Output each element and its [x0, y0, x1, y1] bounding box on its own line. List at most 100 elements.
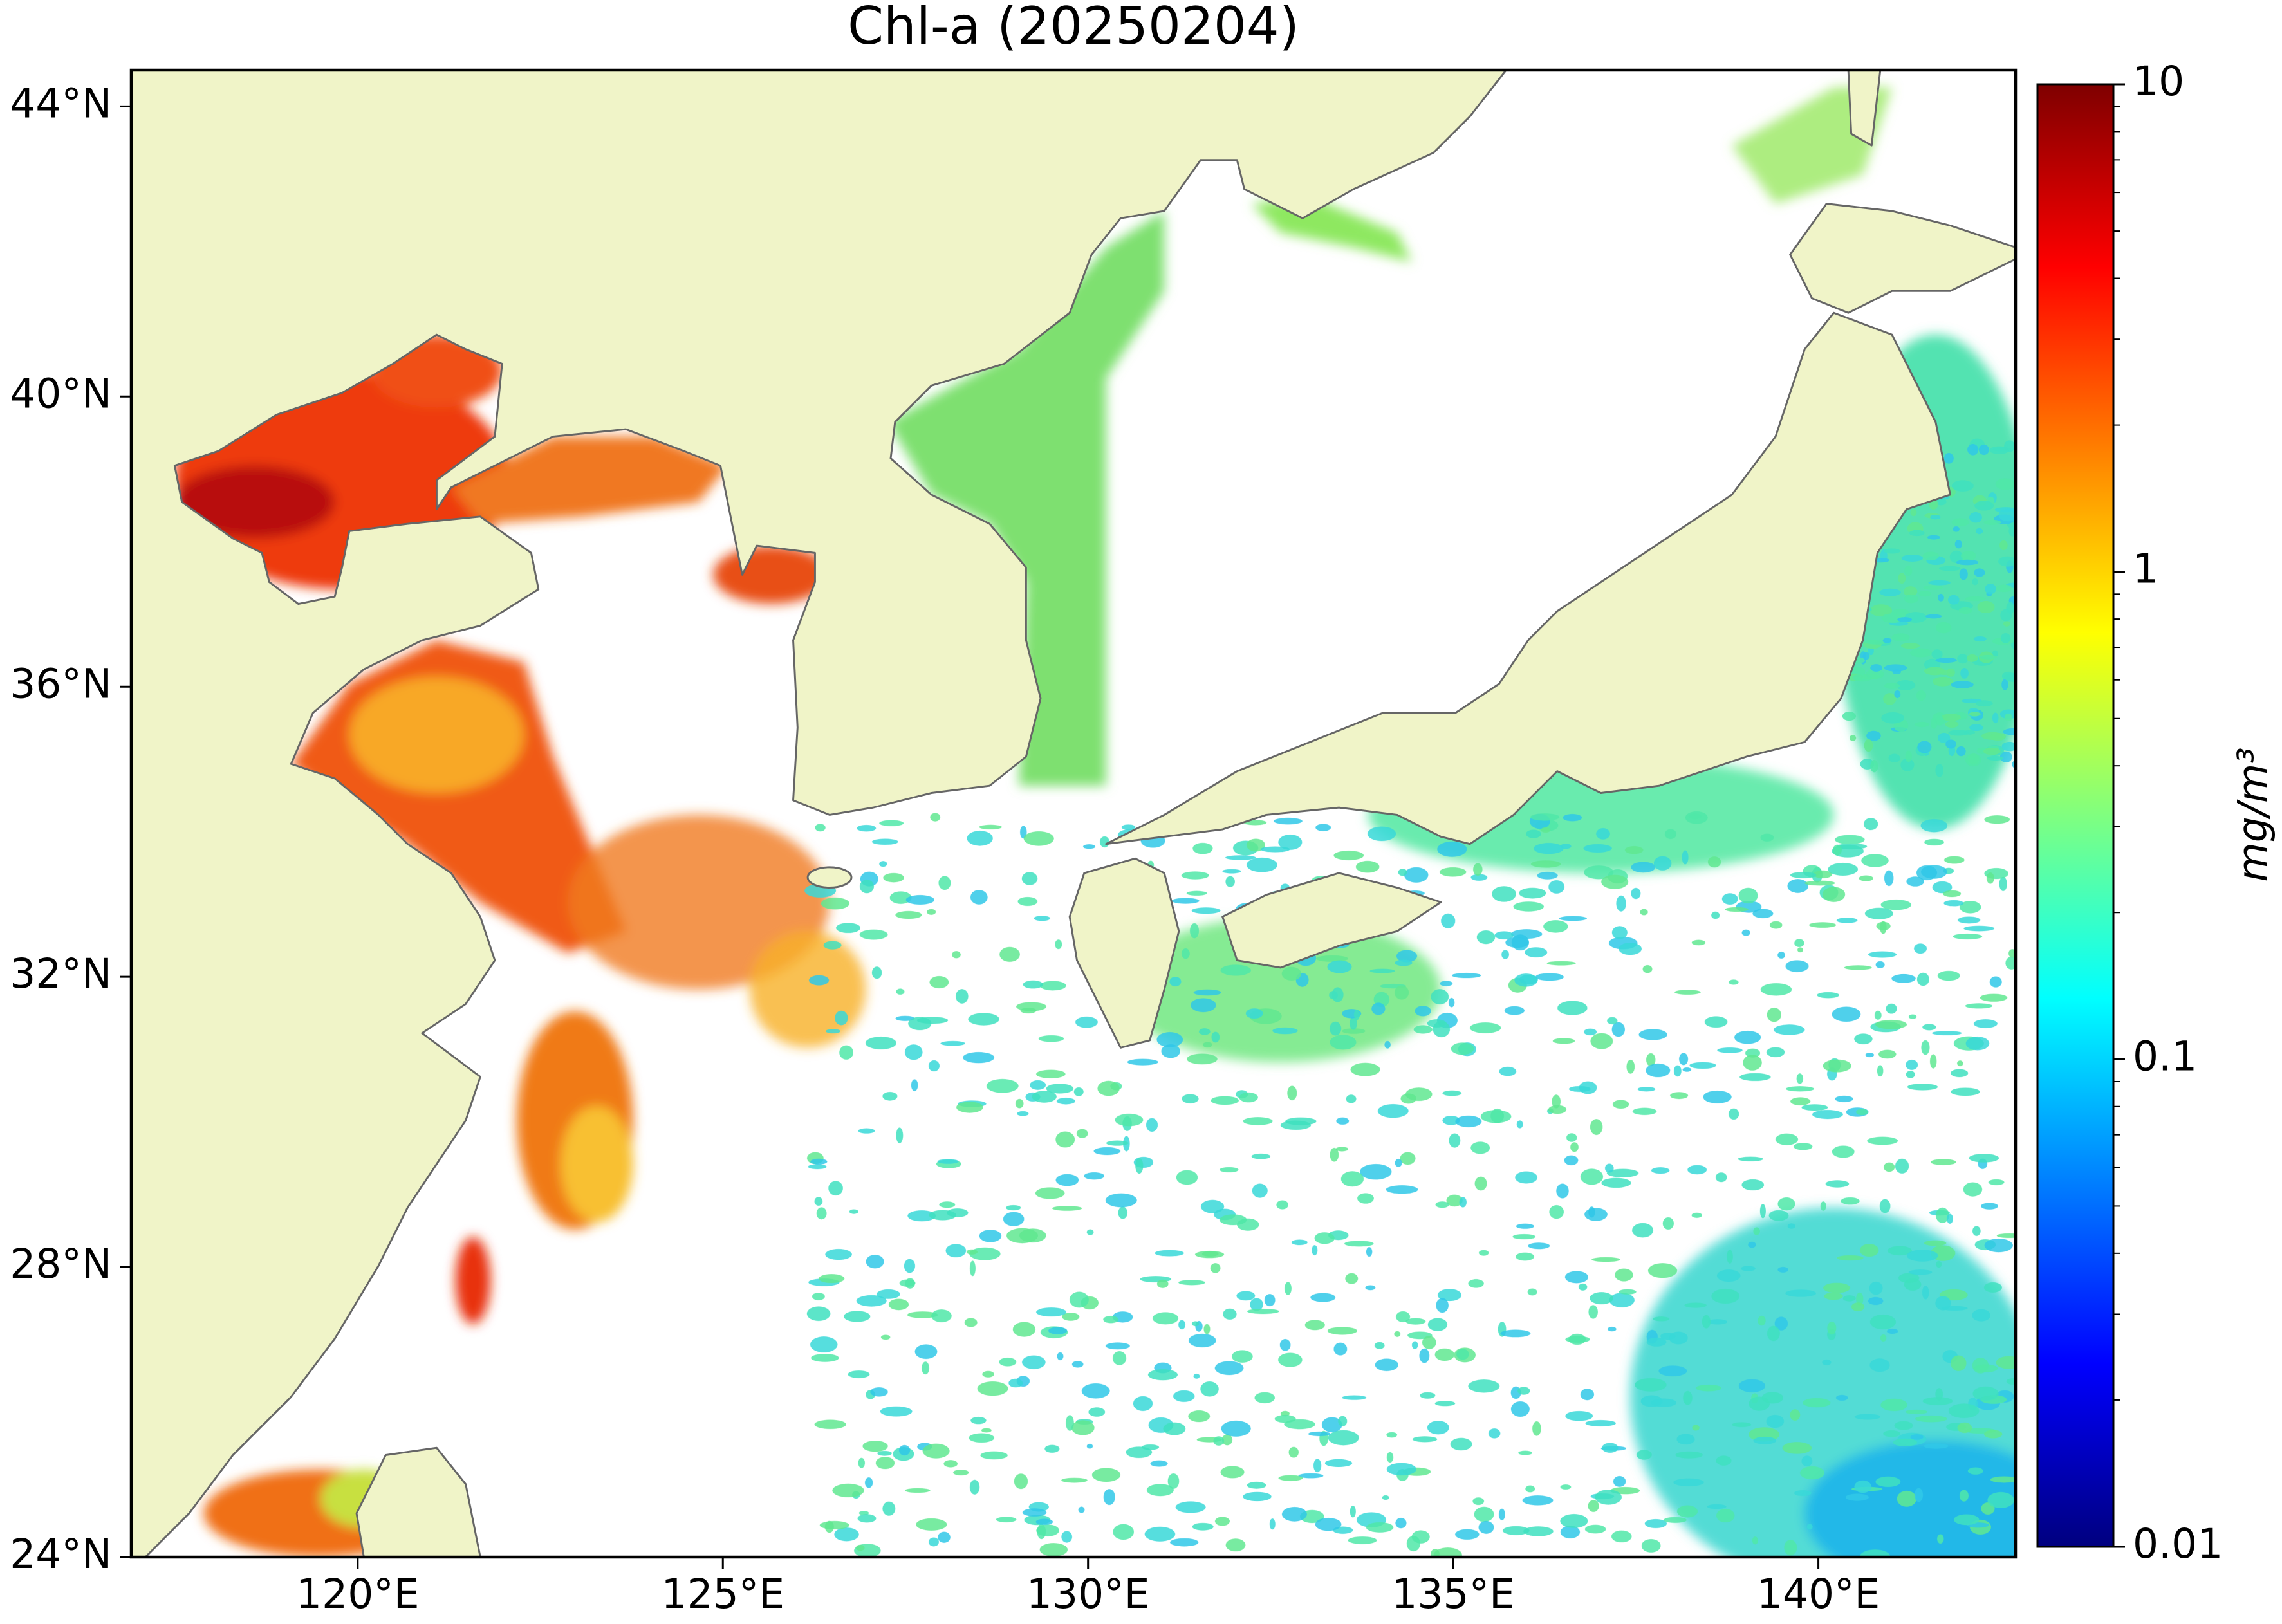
- chl-speck: [1785, 960, 1809, 972]
- chl-speck: [1949, 550, 1963, 564]
- chl-speck: [1243, 1117, 1273, 1125]
- chl-speck: [1664, 829, 1677, 839]
- chl-speck: [1832, 1145, 1855, 1158]
- chl-speck: [1525, 947, 1548, 958]
- chl-speck: [1741, 1266, 1756, 1271]
- chl-speck: [1987, 755, 2004, 761]
- chl-speck: [1285, 1117, 1317, 1125]
- chl-speck: [1291, 1239, 1308, 1246]
- chl-speck: [1664, 1517, 1687, 1523]
- chl-speck: [1884, 664, 1907, 672]
- chl-speck: [1272, 1027, 1298, 1035]
- chl-speck: [1676, 1434, 1695, 1445]
- chl-speck: [1459, 1197, 1467, 1208]
- chl-speck: [914, 1344, 938, 1360]
- colorbar-tick-label: 1: [2133, 546, 2158, 593]
- chl-speck: [1905, 1409, 1928, 1414]
- chl-speck: [1859, 1244, 1879, 1257]
- chl-speck: [1996, 1233, 2016, 1239]
- chl-speck: [1813, 870, 1833, 879]
- chl-speck: [1055, 939, 1062, 950]
- chl-speck: [1880, 1334, 1887, 1342]
- chl-speck: [1437, 841, 1467, 857]
- chl-speck: [1972, 578, 1979, 586]
- chl-speck: [1794, 939, 1804, 948]
- chl-speck: [1219, 1214, 1247, 1226]
- chl-speck: [1632, 1107, 1657, 1115]
- chl-speck: [1386, 1432, 1398, 1438]
- chl-speck: [1904, 566, 1913, 576]
- chl-speck: [1835, 835, 1865, 845]
- chl-speck: [1922, 551, 1939, 560]
- chl-speck: [1842, 712, 1857, 721]
- chl-speck: [2004, 713, 2012, 722]
- chl-speck: [1394, 1331, 1401, 1337]
- chl-speck: [1449, 1133, 1461, 1148]
- chl-speck: [1532, 1421, 1541, 1436]
- chl-patch: [1804, 1440, 2016, 1557]
- chl-speck: [1371, 1002, 1386, 1015]
- chl-speck: [1274, 1415, 1296, 1423]
- chl-speck: [1957, 1422, 1972, 1434]
- chl-speck: [1790, 1409, 1801, 1421]
- chl-speck: [1990, 732, 2007, 741]
- chl-speck: [1396, 950, 1418, 963]
- chl-speck: [1766, 1047, 1785, 1057]
- chl-speck: [964, 1318, 978, 1327]
- chl-speck: [981, 1428, 992, 1433]
- chl-speck: [1914, 943, 1927, 954]
- chl-speck: [1787, 1223, 1795, 1229]
- chl-speck: [1333, 1342, 1348, 1356]
- chl-speck: [1619, 1289, 1637, 1295]
- chl-speck: [1965, 1037, 1990, 1051]
- chl-speck: [1171, 898, 1200, 904]
- chl-speck: [1887, 1328, 1898, 1334]
- chl-speck: [1923, 585, 1943, 590]
- colorbar-tick-label: 10: [2133, 58, 2184, 105]
- chl-speck: [1543, 920, 1568, 933]
- chl-speck: [1473, 863, 1483, 876]
- chl-speck: [1820, 1201, 1826, 1211]
- chl-speck: [1232, 1350, 1253, 1363]
- chl-speck: [1321, 1417, 1342, 1432]
- chl-speck: [1702, 1315, 1711, 1329]
- chl-speck: [1474, 1506, 1494, 1522]
- chl-speck: [1044, 1444, 1060, 1453]
- chl-speck: [1999, 876, 2007, 891]
- chl-speck: [1327, 1327, 1357, 1335]
- colorbar: [2037, 84, 2113, 1547]
- chl-speck: [1887, 1246, 1912, 1255]
- chl-speck: [922, 1443, 950, 1459]
- chl-speck: [880, 1334, 891, 1340]
- chl-speck: [1943, 453, 1954, 464]
- chl-speck: [1315, 824, 1331, 831]
- chl-speck: [1983, 1430, 2003, 1439]
- chl-speck: [1014, 1473, 1028, 1490]
- chl-speck: [1367, 826, 1396, 842]
- chl-speck: [1969, 512, 1982, 523]
- chl-speck: [1963, 925, 1995, 932]
- chl-speck: [1638, 1029, 1667, 1040]
- land-shikoku: [1221, 872, 1442, 969]
- chl-speck: [857, 825, 877, 832]
- chl-speck: [1264, 1294, 1276, 1307]
- chl-speck: [1992, 447, 2011, 452]
- chl-speck: [967, 831, 993, 846]
- chl-speck: [1161, 1044, 1180, 1058]
- chl-speck: [1135, 1158, 1144, 1174]
- chl-speck: [1884, 548, 1900, 554]
- chl-speck: [1881, 712, 1904, 724]
- chl-speck: [1895, 1158, 1909, 1174]
- chl-speck: [1984, 815, 2010, 824]
- chl-speck: [1333, 851, 1364, 860]
- chl-speck: [1992, 650, 1998, 658]
- chl-speck: [1566, 1133, 1577, 1142]
- chl-speck: [1616, 895, 1626, 912]
- chl-speck: [1394, 985, 1409, 1000]
- chl-speck: [1832, 844, 1842, 856]
- chl-speck: [1988, 1179, 2005, 1185]
- chl-speck: [1662, 1217, 1674, 1230]
- chl-speck: [1901, 555, 1924, 562]
- chl-speck: [1069, 1291, 1089, 1308]
- chl-speck: [1864, 739, 1873, 752]
